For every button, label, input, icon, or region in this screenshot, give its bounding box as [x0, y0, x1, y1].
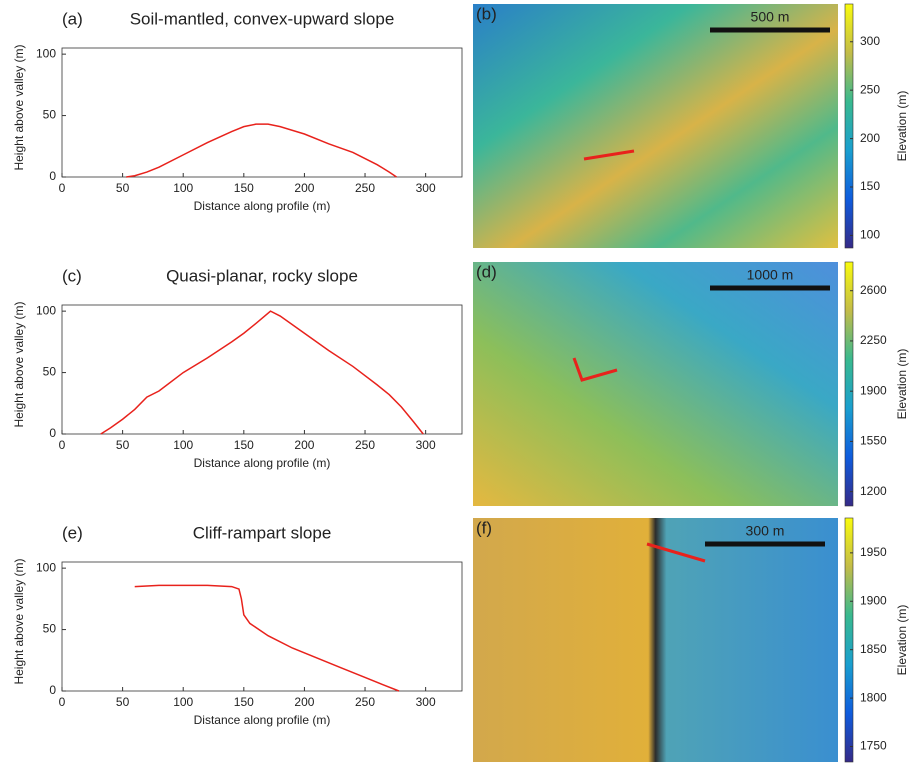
x-tick-label: 150	[234, 695, 254, 709]
colorbar-tick-label: 2250	[860, 333, 887, 347]
profile-trace	[583, 149, 635, 161]
colorbar-tick-label: 1900	[860, 383, 887, 397]
profile-line	[100, 310, 424, 435]
panel-label: (b)	[476, 4, 497, 23]
x-tick-label: 200	[294, 438, 314, 452]
colorbar-tick-label: 100	[860, 228, 880, 242]
colorbar-label: Elevation (m)	[895, 91, 909, 162]
x-tick-label: 300	[416, 438, 436, 452]
profile-trace	[572, 357, 618, 382]
panel-label: (d)	[476, 262, 497, 281]
y-tick-label: 0	[49, 426, 56, 440]
y-axis-label: Height above valley (m)	[12, 301, 26, 427]
y-tick-label: 100	[36, 46, 56, 60]
panel-label: (e)	[62, 523, 83, 542]
colorbar-tick-label: 300	[860, 34, 880, 48]
x-tick-label: 150	[234, 181, 254, 195]
y-tick-label: 100	[36, 560, 56, 574]
x-tick-label: 250	[355, 695, 375, 709]
colorbar	[844, 261, 854, 507]
x-tick-label: 300	[416, 695, 436, 709]
x-tick-label: 100	[173, 181, 193, 195]
colorbar-label: Elevation (m)	[895, 605, 909, 676]
panel-label: (a)	[62, 9, 83, 28]
y-axis-label: Height above valley (m)	[12, 44, 26, 170]
colorbar-tick-label: 250	[860, 82, 880, 96]
plot-frame	[61, 304, 463, 435]
hillshade-map	[473, 4, 838, 248]
x-tick-label: 50	[116, 695, 130, 709]
profile-line	[134, 584, 400, 692]
y-tick-label: 0	[49, 169, 56, 183]
colorbar-tick-label: 1550	[860, 434, 887, 448]
chart-title: Quasi-planar, rocky slope	[166, 266, 358, 285]
colorbar-tick-label: 1850	[860, 642, 887, 656]
x-tick-label: 100	[173, 438, 193, 452]
colorbar-tick-label: 150	[860, 179, 880, 193]
colorbar-label: Elevation (m)	[895, 349, 909, 420]
panel-label: (c)	[62, 266, 82, 285]
x-tick-label: 50	[116, 438, 130, 452]
x-tick-label: 150	[234, 438, 254, 452]
hillshade-map	[473, 262, 838, 506]
colorbar-tick-label: 1200	[860, 484, 887, 498]
x-tick-label: 100	[173, 695, 193, 709]
x-tick-label: 0	[59, 438, 66, 452]
y-tick-label: 50	[43, 622, 57, 636]
colorbar-tick-label: 200	[860, 131, 880, 145]
x-axis-label: Distance along profile (m)	[194, 713, 331, 727]
chart-title: Soil-mantled, convex-upward slope	[130, 9, 395, 28]
colorbar-tick-label: 1750	[860, 739, 887, 753]
colorbar-tick-label: 1950	[860, 545, 887, 559]
colorbar-tick-label: 2600	[860, 283, 887, 297]
colorbar	[844, 517, 854, 763]
x-tick-label: 50	[116, 181, 130, 195]
panel-label: (f)	[476, 518, 492, 537]
y-tick-label: 100	[36, 303, 56, 317]
profile-line	[126, 123, 397, 178]
x-tick-label: 250	[355, 181, 375, 195]
y-tick-label: 0	[49, 683, 56, 697]
x-tick-label: 0	[59, 695, 66, 709]
x-tick-label: 0	[59, 181, 66, 195]
x-tick-label: 300	[416, 181, 436, 195]
colorbar-tick-label: 1900	[860, 593, 887, 607]
y-tick-label: 50	[43, 108, 57, 122]
x-tick-label: 200	[294, 181, 314, 195]
profile-trace	[646, 542, 706, 563]
scale-bar-label: 500 m	[751, 9, 790, 25]
plot-frame	[61, 561, 463, 692]
x-tick-label: 250	[355, 438, 375, 452]
chart-title: Cliff-rampart slope	[193, 523, 332, 542]
y-axis-label: Height above valley (m)	[12, 558, 26, 684]
scale-bar-label: 1000 m	[747, 267, 794, 283]
x-axis-label: Distance along profile (m)	[194, 456, 331, 470]
x-tick-label: 200	[294, 695, 314, 709]
colorbar-tick-label: 1800	[860, 690, 887, 704]
colorbar	[844, 3, 854, 249]
hillshade-map	[473, 518, 838, 762]
y-tick-label: 50	[43, 365, 57, 379]
plot-frame	[61, 47, 463, 178]
x-axis-label: Distance along profile (m)	[194, 199, 331, 213]
scale-bar-label: 300 m	[746, 523, 785, 539]
